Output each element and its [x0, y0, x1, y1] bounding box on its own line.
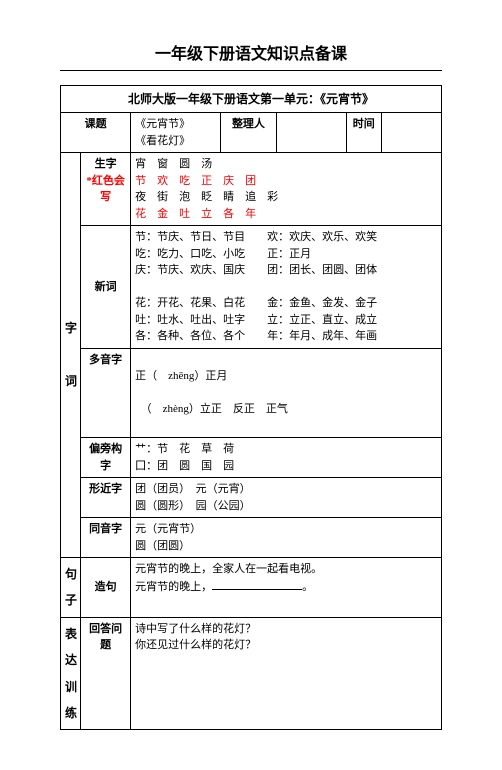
- tongyin-content: 元（元宵节） 圆（团圆）: [131, 518, 442, 558]
- pianpang-label: 偏旁构字: [81, 438, 131, 478]
- tongyin-label: 同音字: [81, 518, 131, 558]
- page-title: 一年级下册语文知识点备课: [60, 40, 442, 64]
- duoyin-label: 多音字: [81, 348, 131, 438]
- zhengli-label: 整理人: [221, 113, 276, 153]
- juzi-group: 句子: [61, 558, 81, 618]
- xingjin-label: 形近字: [81, 478, 131, 518]
- huida-content: 诗中写了什么样的花灯？ 你还见过什么样的花灯？: [131, 617, 442, 730]
- xinci-label: 新词: [81, 226, 131, 349]
- duoyin-content: 正（ zhēng）正月 （ zhèng）立正 反正 正气: [131, 348, 442, 438]
- shijian-value: [381, 113, 441, 153]
- shijian-label: 时间: [346, 113, 381, 153]
- keti-label: 课题: [61, 113, 131, 153]
- zhengli-value: [276, 113, 346, 153]
- pianpang-content: 艹：节 花 草 荷 囗：团 圆 国 园: [131, 438, 442, 478]
- keti-value: 《元宵节》 《看花灯》: [131, 113, 221, 153]
- shengzi-content: 宵 窗 圆 汤 节 欢 吃 正 庆 团 夜 街 泡 眨 睛 追 彩 花 金 吐 …: [131, 153, 442, 226]
- zaoju-content: 元宵节的晚上，全家人在一起看电视。 元宵节的晚上，。: [131, 558, 442, 618]
- shengzi-label: 生字 *红色会写: [81, 153, 131, 226]
- unit-header: 北师大版一年级下册语文第一单元：《元宵节》: [61, 86, 442, 113]
- zici-group: 字词: [61, 153, 81, 558]
- title-underline: [60, 70, 442, 71]
- xinci-content: 节：节庆、节日、节目 欢：欢庆、欢乐、欢笑 吃：吃力、口吃、小吃 正：正月 庆：…: [131, 226, 442, 349]
- main-table: 北师大版一年级下册语文第一单元：《元宵节》 课题 《元宵节》 《看花灯》 整理人…: [60, 85, 442, 730]
- zaoju-label: 造句: [81, 558, 131, 618]
- biaoda-group: 表达训练: [61, 617, 81, 730]
- huida-label: 回答问题: [81, 617, 131, 730]
- xingjin-content: 团（团员） 元（元宵） 圆（圆形） 园（公园）: [131, 478, 442, 518]
